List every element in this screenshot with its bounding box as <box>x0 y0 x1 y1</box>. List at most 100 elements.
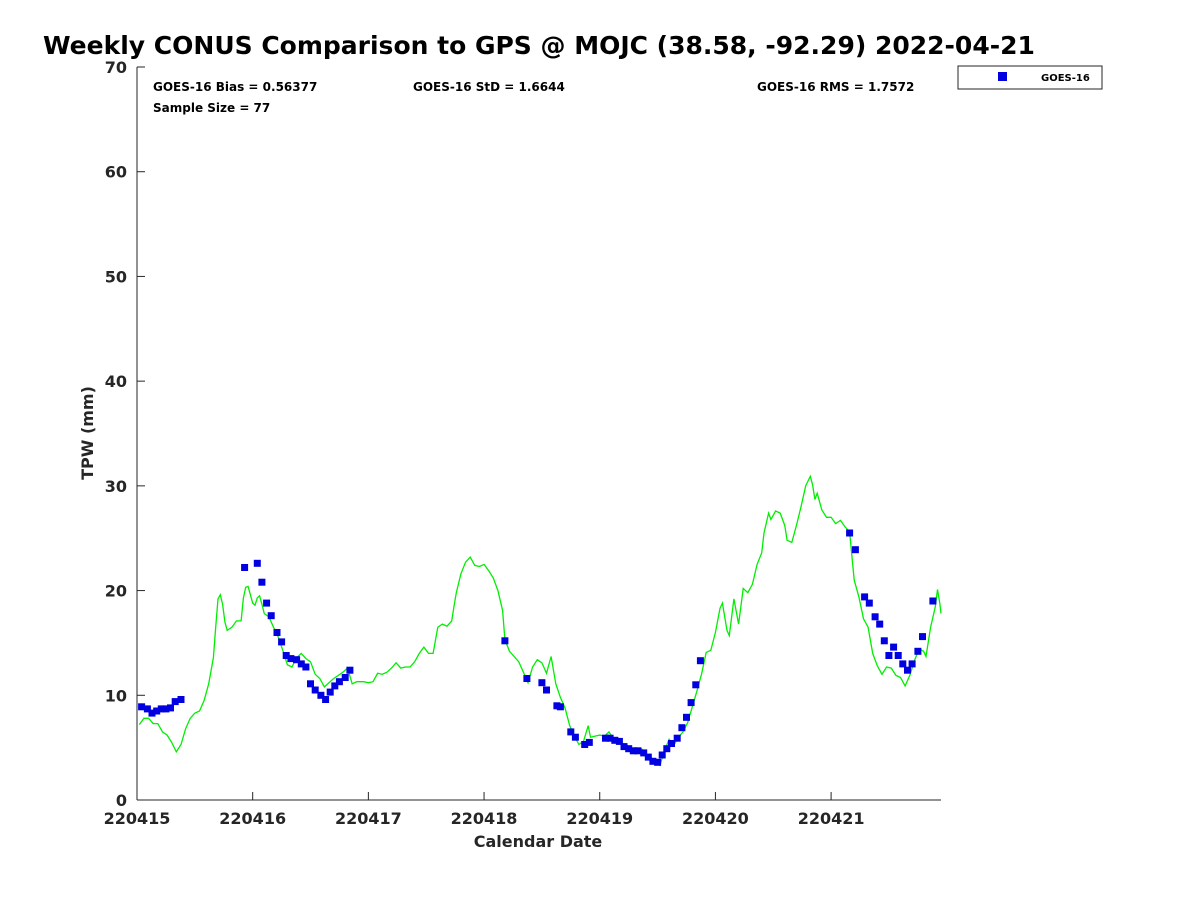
goes-16-point <box>273 629 281 636</box>
x-axis-label: Calendar Date <box>474 832 603 851</box>
x-ticks: 220415 220416 220417 220418 220419 220420 2204… <box>104 792 864 828</box>
goes-16-point <box>143 705 151 713</box>
goes-16-point <box>846 529 854 537</box>
goes-16-point <box>258 578 266 586</box>
goes-16-point <box>282 652 290 659</box>
y-axis-label: TPW (mm) <box>78 386 97 480</box>
goes-16-point <box>890 643 898 651</box>
goes-16-point <box>326 688 334 696</box>
goes-16-point <box>157 705 165 713</box>
legend-marker <box>998 72 1007 81</box>
x-tick-label: 220419 <box>566 809 633 828</box>
goes-16-point <box>634 747 642 755</box>
goes-16-point <box>876 620 884 628</box>
goes-16-point <box>919 633 926 641</box>
goes-16-point <box>673 734 681 742</box>
chart-title: Weekly CONUS Comparison to GPS @ MOJC (3… <box>43 31 1035 60</box>
goes-16-point <box>929 597 937 605</box>
goes-16-point <box>678 724 686 732</box>
goes-16-point <box>894 652 902 659</box>
goes-16-series <box>138 529 937 766</box>
x-tick-label: 220418 <box>451 809 518 828</box>
goes-16-point <box>644 753 652 761</box>
goes-16-point <box>611 736 619 744</box>
y-tick-label: 50 <box>105 267 127 286</box>
goes-16-point <box>871 613 879 621</box>
goes-16-point <box>692 681 700 689</box>
y-tick-label: 30 <box>105 477 127 496</box>
goes-16-point <box>581 741 589 748</box>
goes-16-point <box>171 698 179 706</box>
goes-16-point <box>263 599 271 607</box>
goes-16-point <box>335 678 343 686</box>
goes-16-point <box>241 564 249 571</box>
goes-16-point <box>322 696 330 703</box>
x-tick-label: 220417 <box>335 809 402 828</box>
y-tick-label: 0 <box>116 791 127 810</box>
legend: GOES-16 <box>957 65 1103 90</box>
goes-16-point <box>615 737 623 745</box>
goes-16-point <box>153 707 161 715</box>
legend-box <box>957 65 1103 90</box>
goes-16-point <box>167 704 174 712</box>
rms-stat: GOES-16 RMS = 1.7572 <box>757 80 914 94</box>
goes-16-point <box>556 703 564 711</box>
goes-16-point <box>606 734 614 742</box>
goes-16-point <box>640 749 648 757</box>
goes-16-point <box>278 638 286 646</box>
goes-16-point <box>914 647 922 655</box>
goes-16-point <box>267 612 275 620</box>
goes-16-point <box>620 743 628 751</box>
goes-16-point <box>317 691 325 699</box>
goes-16-point <box>543 686 550 694</box>
y-tick-label: 20 <box>105 582 127 601</box>
goes-16-point <box>649 757 657 765</box>
goes-16-point <box>885 652 893 659</box>
goes-16-point <box>625 745 633 753</box>
goes-16-point <box>683 713 690 721</box>
goes-16-point <box>658 751 666 759</box>
goes-16-point <box>501 637 509 645</box>
goes-16-point <box>346 666 354 674</box>
goes-16-point <box>148 709 156 717</box>
goes-16-point <box>668 740 675 747</box>
goes-16-point <box>331 682 339 690</box>
goes-16-point <box>538 679 546 687</box>
goes-16-point <box>253 559 261 567</box>
goes-16-point <box>293 656 301 664</box>
goes-16-point <box>880 637 888 645</box>
goes-16-point <box>629 747 637 755</box>
goes-16-point <box>602 734 609 742</box>
goes-16-point <box>138 703 146 711</box>
goes-16-point <box>307 680 314 688</box>
goes-16-point <box>302 663 310 671</box>
goes-16-point <box>567 728 575 736</box>
goes-16-point <box>585 738 593 746</box>
goes-16-point <box>287 655 295 663</box>
plot-area: 0 10 20 30 40 50 60 70 220415 220416 220417 220418… <box>104 58 942 828</box>
goes-16-point <box>851 546 859 554</box>
x-tick-label: 220416 <box>219 809 286 828</box>
sample-size-stat: Sample Size = 77 <box>153 101 270 115</box>
y-tick-label: 60 <box>105 163 127 182</box>
goes-16-point <box>861 593 869 601</box>
goes-16-point <box>904 666 911 674</box>
goes-16-point <box>162 705 170 713</box>
goes-16-point <box>297 660 305 668</box>
goes-16-point <box>865 599 873 607</box>
bias-stat: GOES-16 Bias = 0.56377 <box>153 80 317 94</box>
y-tick-label: 10 <box>105 686 127 705</box>
legend-label: GOES-16 <box>1041 73 1090 84</box>
goes-16-point <box>177 696 185 703</box>
x-tick-label: 220420 <box>682 809 749 828</box>
gps-series <box>138 474 942 767</box>
goes-16-point <box>899 660 907 668</box>
y-tick-label: 70 <box>105 58 127 77</box>
gps-line <box>138 474 942 767</box>
y-ticks: 0 10 20 30 40 50 60 70 <box>105 58 145 810</box>
goes-16-point <box>687 699 695 707</box>
std-stat: GOES-16 StD = 1.6644 <box>413 80 565 94</box>
goes-16-point <box>311 686 319 694</box>
goes-16-point <box>523 675 531 682</box>
